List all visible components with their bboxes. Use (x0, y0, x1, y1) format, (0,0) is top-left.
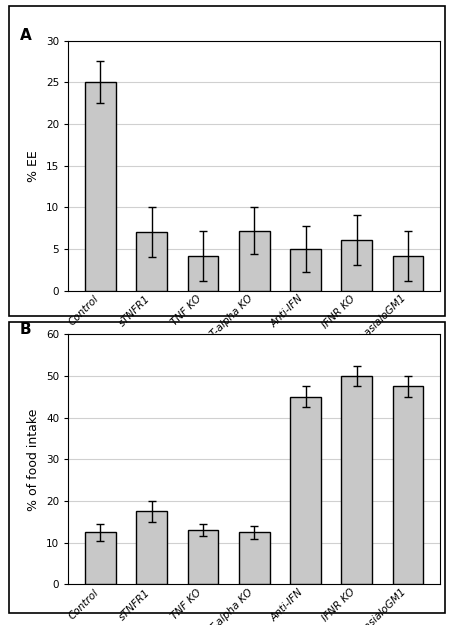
Bar (290, 249, 321, 291)
Bar (239, 231, 270, 291)
Y-axis label: % EE: % EE (27, 150, 40, 181)
Bar (85, 82, 116, 291)
Bar (290, 397, 321, 584)
Bar (85, 532, 116, 584)
Text: B: B (20, 322, 31, 337)
Bar (393, 256, 424, 291)
Bar (239, 532, 270, 584)
Bar (341, 240, 372, 291)
Bar (188, 256, 218, 291)
Bar (136, 511, 167, 584)
Bar (136, 232, 167, 291)
Bar (393, 386, 424, 584)
Bar (341, 376, 372, 584)
Y-axis label: % of food intake: % of food intake (27, 408, 40, 511)
Text: A: A (20, 28, 31, 43)
Bar (188, 530, 218, 584)
